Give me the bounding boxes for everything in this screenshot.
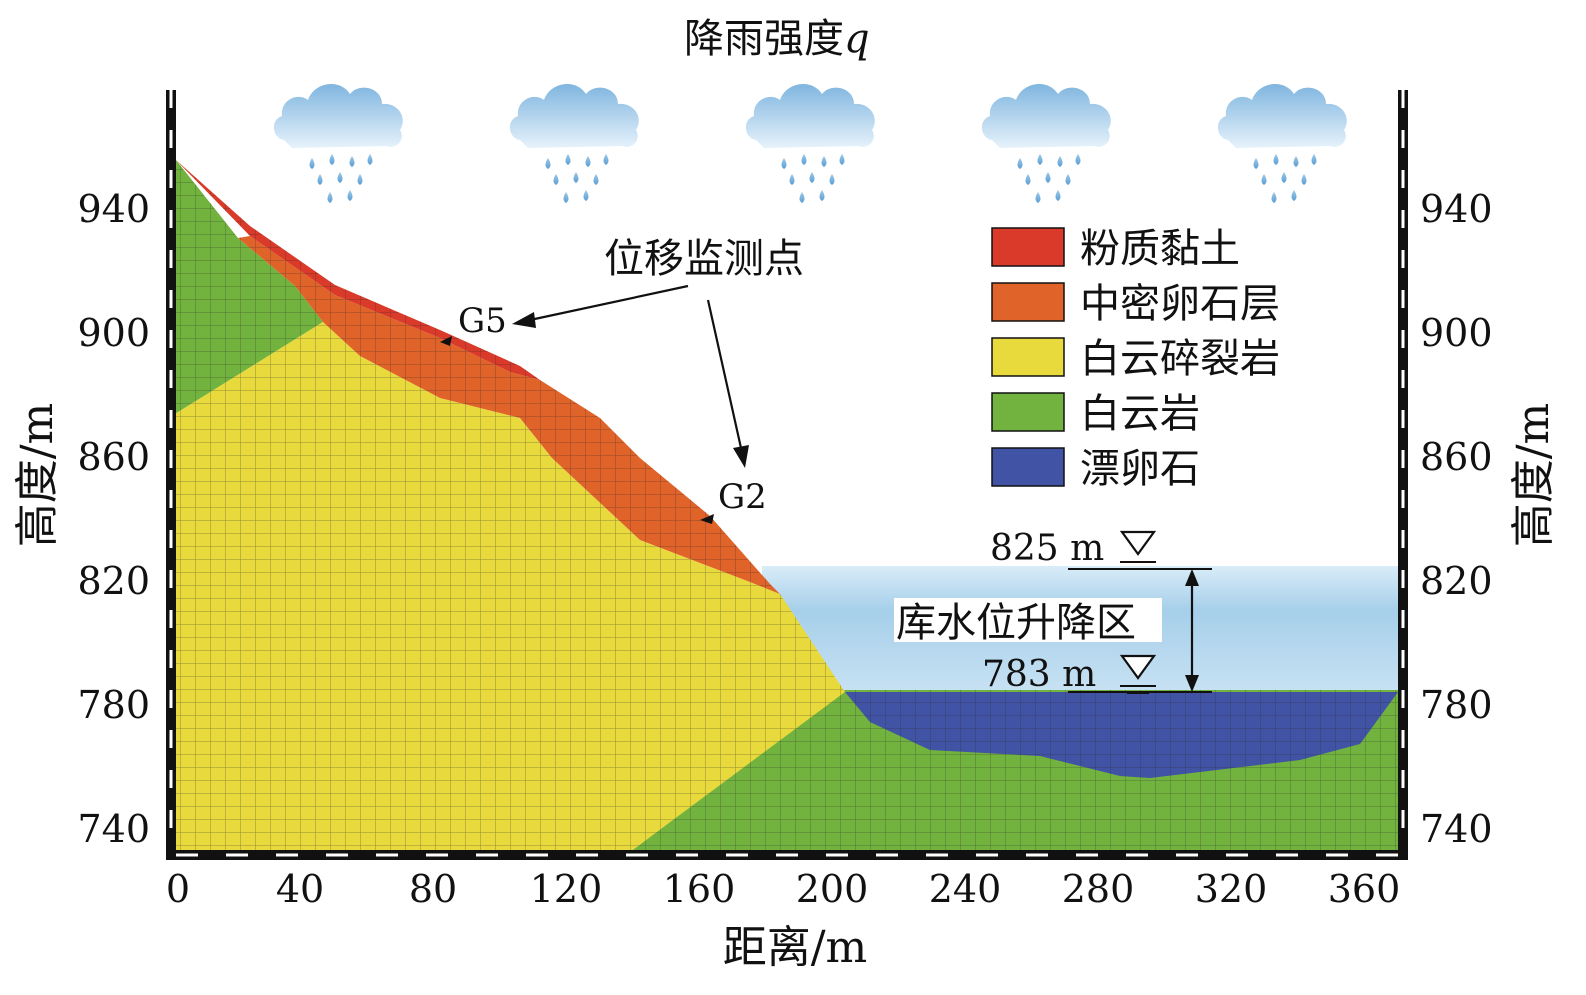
level-high-label: 825 m [990,528,1104,569]
diagram-title: 降雨强度q [684,16,870,62]
y-axis-title-left: 高度/m [12,403,63,548]
x-tick-label: 240 [929,867,1002,911]
x-tick-label: 80 [409,867,457,911]
layer-medium-dense-gravel [238,236,780,594]
legend-swatch [991,227,1065,267]
y-axis-right: 940 900 860 820 780 740 [1420,187,1493,851]
y-axis-left: 940 900 860 820 780 740 [77,187,150,851]
y-tick-label: 940 [77,187,150,231]
x-tick-label: 160 [663,867,736,911]
y-tick-label: 940 [1420,187,1493,231]
legend-label: 中密卵石层 [1080,281,1280,327]
y-tick-label: 780 [1420,683,1493,727]
rain-cloud-icon [273,83,403,203]
legend-label: 白云碎裂岩 [1080,336,1280,382]
level-low-label: 783 m [982,654,1096,695]
legend-swatch [991,392,1065,432]
legend-swatch [991,447,1065,487]
rain-cloud-icon [745,83,875,203]
rain-cloud-icon [509,83,639,203]
y-tick-label: 820 [1420,559,1493,603]
legend-swatch [991,337,1065,377]
y-tick-label: 860 [1420,435,1493,479]
monitor-point-g2: G2 [718,477,767,517]
g2-marker [700,514,714,524]
x-tick-label: 360 [1328,867,1401,911]
y-axis-title-right: 高度/m [1508,403,1559,548]
x-tick-label: 320 [1195,867,1268,911]
y-tick-label: 740 [77,807,150,851]
monitor-point-g5: G5 [458,301,507,341]
water-zone-label: 库水位升降区 [896,600,1136,646]
legend-label: 粉质黏土 [1080,226,1240,272]
y-tick-label: 780 [77,683,150,727]
x-tick-label: 280 [1062,867,1135,911]
layer-dolomite-cataclasite [175,322,845,852]
legend-swatch [991,282,1065,322]
y-tick-label: 900 [1420,311,1493,355]
water-level-triangle-icon [1118,530,1158,571]
x-axis-title: 距离/m [723,922,868,973]
rain-cloud-icon [1217,83,1347,203]
x-tick-label: 120 [530,867,603,911]
g5-marker [440,336,452,346]
y-tick-label: 860 [77,435,150,479]
y-tick-label: 900 [77,311,150,355]
legend-label: 漂卵石 [1080,446,1200,492]
monitor-arrows [440,284,749,524]
legend: 粉质黏土 中密卵石层 白云碎裂岩 白云岩 漂卵石 [991,226,1280,492]
range-arrow [1185,569,1199,692]
x-axis: 0 40 80 120 160 200 240 280 320 360 [166,867,1400,911]
y-tick-label: 740 [1420,807,1493,851]
monitor-title: 位移监测点 [604,236,804,282]
x-tick-label: 0 [166,867,190,911]
title-var: q [844,16,870,62]
y-tick-label: 820 [77,559,150,603]
x-tick-label: 200 [796,867,869,911]
axis-frame [166,90,1408,860]
x-tick-label: 40 [276,867,324,911]
title-text: 降雨强度 [684,16,844,62]
water-zone-label-bg [894,598,1162,642]
layer-boulder-gravel [845,692,1398,778]
legend-label: 白云岩 [1080,391,1200,437]
rain-cloud-icon [981,83,1111,203]
